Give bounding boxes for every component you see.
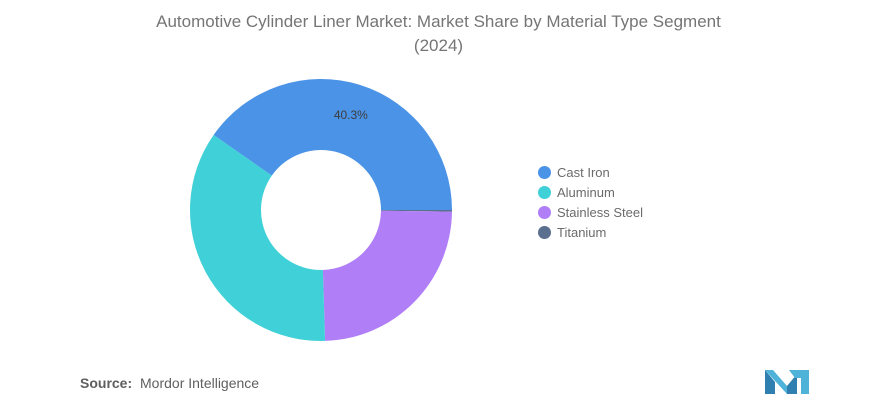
donut-slices	[190, 79, 452, 341]
legend-item-stainless-steel: Stainless Steel	[538, 202, 643, 222]
chart-legend: Cast Iron Aluminum Stainless Steel Titanium	[538, 162, 643, 242]
source-label: Source:	[80, 375, 133, 391]
legend-label: Aluminum	[557, 184, 615, 200]
chart-title: Automotive Cylinder Liner Market: Market…	[0, 10, 877, 58]
legend-item-cast-iron: Cast Iron	[538, 162, 643, 182]
slice-aluminum	[190, 135, 326, 341]
legend-label: Titanium	[557, 224, 607, 240]
source-text: Mordor Intelligence	[140, 375, 260, 391]
data-label-cast-iron: 40.3%	[334, 108, 368, 122]
legend-item-aluminum: Aluminum	[538, 182, 643, 202]
legend-label: Stainless Steel	[557, 204, 643, 220]
slice-cast-iron	[213, 79, 452, 210]
source-note: Source: Mordor Intelligence	[80, 375, 259, 391]
data-labels: 40.3%	[334, 108, 368, 122]
legend-item-titanium: Titanium	[538, 222, 643, 242]
legend-swatch	[538, 205, 551, 219]
legend-swatch	[538, 225, 551, 239]
slice-titanium	[380, 210, 452, 212]
legend-swatch	[538, 185, 551, 199]
legend-label: Cast Iron	[557, 164, 610, 180]
legend-swatch	[538, 165, 551, 179]
chart-title-line-2: (2024)	[413, 36, 464, 55]
chart-title-line-1: Automotive Cylinder Liner Market: Market…	[156, 12, 721, 31]
slice-stainless-steel	[322, 210, 452, 341]
mordor-intelligence-logo-icon	[765, 370, 809, 394]
